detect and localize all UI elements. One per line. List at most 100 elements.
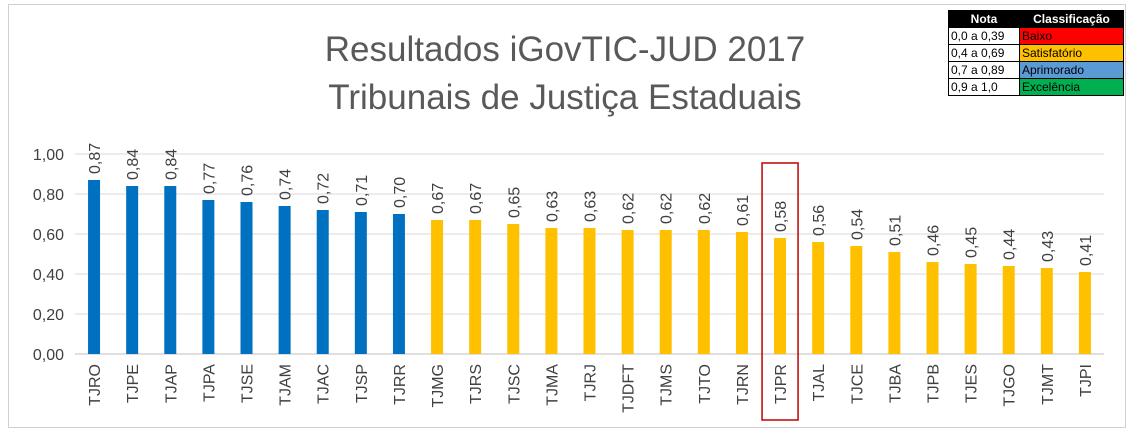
bar-tjpa (202, 200, 215, 354)
x-tick-label: TJRS (468, 364, 485, 404)
bar-tjac (316, 210, 329, 354)
data-label: 0,65 (506, 187, 523, 218)
data-label: 0,51 (887, 215, 904, 246)
data-label: 0,62 (697, 193, 714, 224)
data-label: 0,46 (926, 225, 943, 256)
chart-title-line-1: Resultados iGovTIC-JUD 2017 (324, 30, 806, 69)
y-tick-label: 0,00 (33, 347, 64, 364)
bar-tjal (812, 242, 825, 354)
x-tick-label: TJMS (659, 364, 676, 406)
data-label: 0,56 (811, 205, 828, 236)
legend-range: 0,7 a 0,89 (948, 61, 1020, 79)
data-label: 0,58 (773, 201, 790, 232)
x-tick-label: TJES (964, 364, 981, 403)
bar-tjes (964, 264, 977, 354)
legend-class: Excelência (1019, 78, 1124, 96)
legend-row-satisfatorio: 0,4 a 0,69 Satisfatório (948, 44, 1124, 62)
bar-tjdft (621, 230, 634, 354)
data-label: 0,63 (583, 191, 600, 222)
bar-tjrr (392, 214, 405, 354)
bar-tjsp (354, 212, 367, 354)
data-label: 0,72 (316, 173, 333, 204)
x-tick-label: TJAC (316, 364, 333, 404)
x-tick-label: TJPA (201, 364, 218, 402)
legend-range: 0,0 a 0,39 (948, 27, 1020, 45)
bar-tjpi (1078, 272, 1091, 354)
y-tick-label: 0,80 (33, 187, 64, 204)
legend-class: Satisfatório (1019, 44, 1124, 62)
chart-title: Resultados iGovTIC-JUD 2017 Tribunais de… (250, 26, 880, 122)
bar-tjce (850, 246, 863, 354)
data-label: 0,84 (125, 149, 142, 180)
bar-tjgo (1002, 266, 1015, 354)
bar-tjpr (774, 238, 787, 354)
legend-row-aprimorado: 0,7 a 0,89 Aprimorado (948, 61, 1124, 79)
x-tick-label: TJCE (849, 364, 866, 404)
bar-tjap (164, 186, 177, 354)
x-tick-label: TJSC (506, 364, 523, 404)
x-tick-label: TJAL (811, 364, 828, 401)
x-tick-label: TJMA (544, 364, 561, 406)
chart-title-line-2: Tribunais de Justiça Estaduais (328, 78, 802, 117)
data-label: 0,63 (544, 191, 561, 222)
bar-tjrs (469, 220, 482, 354)
highlight-box (761, 162, 799, 421)
bar-tjpe (126, 186, 139, 354)
bar-tjrj (583, 228, 596, 354)
x-tick-label: TJPB (926, 364, 943, 403)
data-label: 0,87 (87, 143, 104, 174)
legend-range: 0,4 a 0,69 (948, 44, 1020, 62)
bar-tjam (278, 206, 291, 354)
x-tick-label: TJSE (240, 364, 257, 403)
data-label: 0,41 (1078, 235, 1095, 266)
bar-tjms (659, 230, 672, 354)
classification-legend: Nota Classificação 0,0 a 0,39 Baixo 0,4 … (948, 10, 1124, 96)
bar-tjsc (507, 224, 520, 354)
bar-tjro (88, 180, 101, 354)
data-label: 0,54 (849, 209, 866, 240)
data-label: 0,67 (430, 183, 447, 214)
data-label: 0,74 (278, 169, 295, 200)
data-label: 0,70 (392, 177, 409, 208)
x-tick-label: TJAM (278, 364, 295, 406)
data-label: 0,43 (1040, 231, 1057, 262)
data-label: 0,76 (240, 165, 257, 196)
legend-header-classificacao: Classificação (1019, 10, 1124, 28)
bar-tjpb (926, 262, 939, 354)
y-tick-label: 0,40 (33, 267, 64, 284)
y-tick-label: 1,00 (33, 147, 64, 164)
data-label: 0,67 (468, 183, 485, 214)
legend-header-row: Nota Classificação (948, 10, 1124, 28)
x-tick-label: TJDFT (621, 364, 638, 413)
data-label: 0,44 (1002, 229, 1019, 260)
bar-tjto (697, 230, 710, 354)
bar-tjse (240, 202, 253, 354)
bar-tjma (545, 228, 558, 354)
x-tick-label: TJRJ (583, 364, 600, 401)
data-label: 0,84 (163, 149, 180, 180)
x-tick-label: TJGO (1002, 364, 1019, 407)
x-tick-label: TJMG (430, 364, 447, 408)
x-tick-label: TJAP (163, 364, 180, 403)
x-tick-label: TJRN (735, 364, 752, 405)
x-tick-label: TJMT (1040, 364, 1057, 405)
x-tick-label: TJPE (125, 364, 142, 403)
legend-row-excelencia: 0,9 a 1,0 Excelência (948, 78, 1124, 96)
x-tick-label: TJRR (392, 364, 409, 405)
x-tick-label: TJTO (697, 364, 714, 404)
data-label: 0,77 (201, 163, 218, 194)
legend-class: Aprimorado (1019, 61, 1124, 79)
data-label: 0,62 (621, 193, 638, 224)
x-tick-label: TJRO (87, 364, 104, 406)
bar-tjba (888, 252, 901, 354)
x-tick-label: TJPI (1078, 364, 1095, 397)
bar-tjmg (431, 220, 444, 354)
bar-tjmt (1040, 268, 1053, 354)
data-label: 0,45 (964, 227, 981, 258)
x-tick-label: TJBA (887, 364, 904, 403)
x-tick-label: TJSP (354, 364, 371, 403)
data-label: 0,62 (659, 193, 676, 224)
y-tick-label: 0,60 (33, 227, 64, 244)
bar-tjrn (735, 232, 748, 354)
